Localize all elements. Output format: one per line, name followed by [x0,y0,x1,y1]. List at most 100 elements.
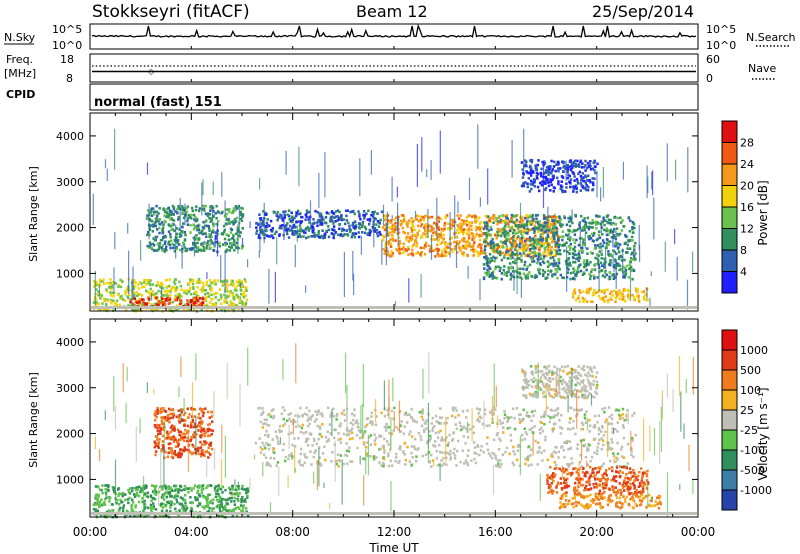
range-cell [474,214,477,218]
range-cell [178,421,181,424]
scatter-streak [579,224,581,249]
range-cell [119,506,122,510]
range-cell [431,249,434,253]
range-cell [559,218,563,221]
range-cell [485,273,488,277]
range-cell [387,219,390,222]
range-cell [547,181,550,184]
range-cell [140,282,143,285]
range-cell [245,491,248,495]
range-cell [346,454,349,458]
range-cell [461,252,464,255]
range-cell [223,228,226,232]
range-cell [406,221,409,224]
range-cell [431,238,435,241]
range-cell [209,209,212,212]
range-cell [176,293,179,297]
range-cell [541,180,544,183]
range-cell [429,437,432,440]
range-cell [547,414,550,418]
range-cell [555,270,559,274]
range-cell [168,284,171,288]
range-cell [156,280,160,284]
range-cell [504,236,508,240]
range-cell [547,235,550,238]
range-cell [568,252,571,255]
range-cell [156,442,159,446]
range-cell [557,163,560,166]
range-cell [593,451,596,455]
range-cell [197,493,201,496]
range-cell [313,221,316,225]
range-cell [497,265,500,269]
range-cell [629,247,632,250]
range-cell [160,416,163,419]
range-cell [545,236,548,240]
range-cell [456,242,460,246]
range-cell [210,230,214,234]
range-cell [205,486,208,490]
range-cell [626,247,629,250]
range-cell [534,234,537,238]
range-cell [224,222,228,225]
range-cell [484,233,487,236]
range-cell [533,185,537,188]
range-cell [505,250,508,254]
range-cell [362,213,365,217]
range-cell [499,221,502,224]
range-cell [481,422,485,426]
range-cell [575,177,579,181]
range-cell [348,227,351,231]
range-cell [538,240,541,243]
range-cell [152,293,155,297]
range-cell [212,292,216,296]
range-cell [609,296,612,300]
range-cell [357,210,360,213]
range-cell [548,262,551,265]
range-cell [588,418,591,422]
range-cell [105,496,108,499]
range-cell [162,407,165,410]
range-cell [602,289,605,292]
range-cell [573,269,576,272]
range-cell [189,308,192,312]
range-cell [210,297,213,301]
range-cell [387,233,390,236]
range-cell [180,452,183,456]
range-cell [158,514,162,518]
range-cell [233,296,236,299]
range-cell [526,276,530,280]
range-cell [573,245,577,249]
range-cell [213,486,217,490]
range-cell [508,241,512,244]
range-cell [225,301,229,304]
scatter-streak [511,139,513,178]
range-cell [512,228,515,232]
range-cell [607,299,610,302]
range-cell [461,232,465,236]
range-cell [367,232,370,235]
range-cell [288,217,291,221]
range-cell [197,246,200,249]
range-cell [180,288,183,292]
range-cell [540,167,543,171]
scatter-streak [566,246,568,292]
range-cell [182,507,185,510]
range-cell [456,229,459,232]
range-cell [164,484,167,488]
range-cell [462,254,465,257]
range-cell [494,267,497,271]
range-cell [206,214,209,218]
range-cell [244,488,247,491]
range-cell [469,224,472,228]
range-cell [502,268,505,272]
range-cell [452,451,455,455]
range-cell [420,223,424,226]
range-cell [235,514,239,518]
range-cell [305,406,308,410]
range-cell [541,260,545,264]
range-cell [593,247,596,250]
range-cell [561,244,565,247]
range-cell [133,495,137,498]
